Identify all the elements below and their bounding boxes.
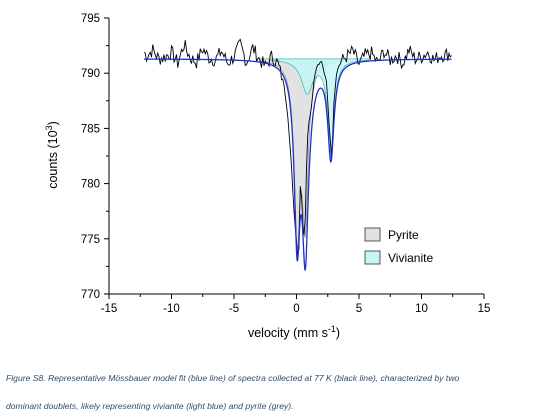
- plot-layer: [143, 38, 452, 271]
- y-tick-label: 780: [81, 179, 100, 191]
- x-tick-label: -15: [101, 303, 118, 315]
- component-area-vivianite: [269, 58, 369, 159]
- legend-label-vivianite: Vivianite: [388, 251, 433, 265]
- x-axis-title: velocity (mm s-1): [248, 324, 340, 340]
- model-fit-line: [144, 58, 452, 271]
- figure-caption-line-2: dominant doublets, likely representing v…: [6, 401, 294, 411]
- x-tick-label: -10: [163, 303, 180, 315]
- x-tick-label: 0: [293, 303, 299, 315]
- axes-layer: -15 -10 -5 0 5 10 15 770 775 780 785 790 795: [81, 13, 491, 315]
- legend-swatch-pyrite: [364, 227, 381, 242]
- chart-legend: Pyrite Vivianite: [364, 227, 433, 265]
- x-tick-label: 10: [415, 303, 428, 315]
- x-tick-label: 15: [478, 303, 491, 315]
- legend-swatch-vivianite: [364, 250, 381, 265]
- y-tick-label: 775: [81, 234, 100, 246]
- y-tick-label: 770: [81, 289, 100, 301]
- y-tick-label: 795: [81, 13, 100, 25]
- figure-caption-line-1: Figure S8. Representative Mössbauer mode…: [6, 373, 460, 383]
- y-tick-label: 785: [81, 123, 100, 135]
- y-axis-title: counts (103): [44, 121, 60, 189]
- x-tick-label: 5: [356, 303, 362, 315]
- y-tick-label: 790: [81, 68, 100, 80]
- x-tick-label: -5: [229, 303, 239, 315]
- legend-label-pyrite: Pyrite: [388, 228, 419, 242]
- mossbauer-chart: -15 -10 -5 0 5 10 15 770 775 780 785 790 795 Pyrite …: [44, 13, 491, 340]
